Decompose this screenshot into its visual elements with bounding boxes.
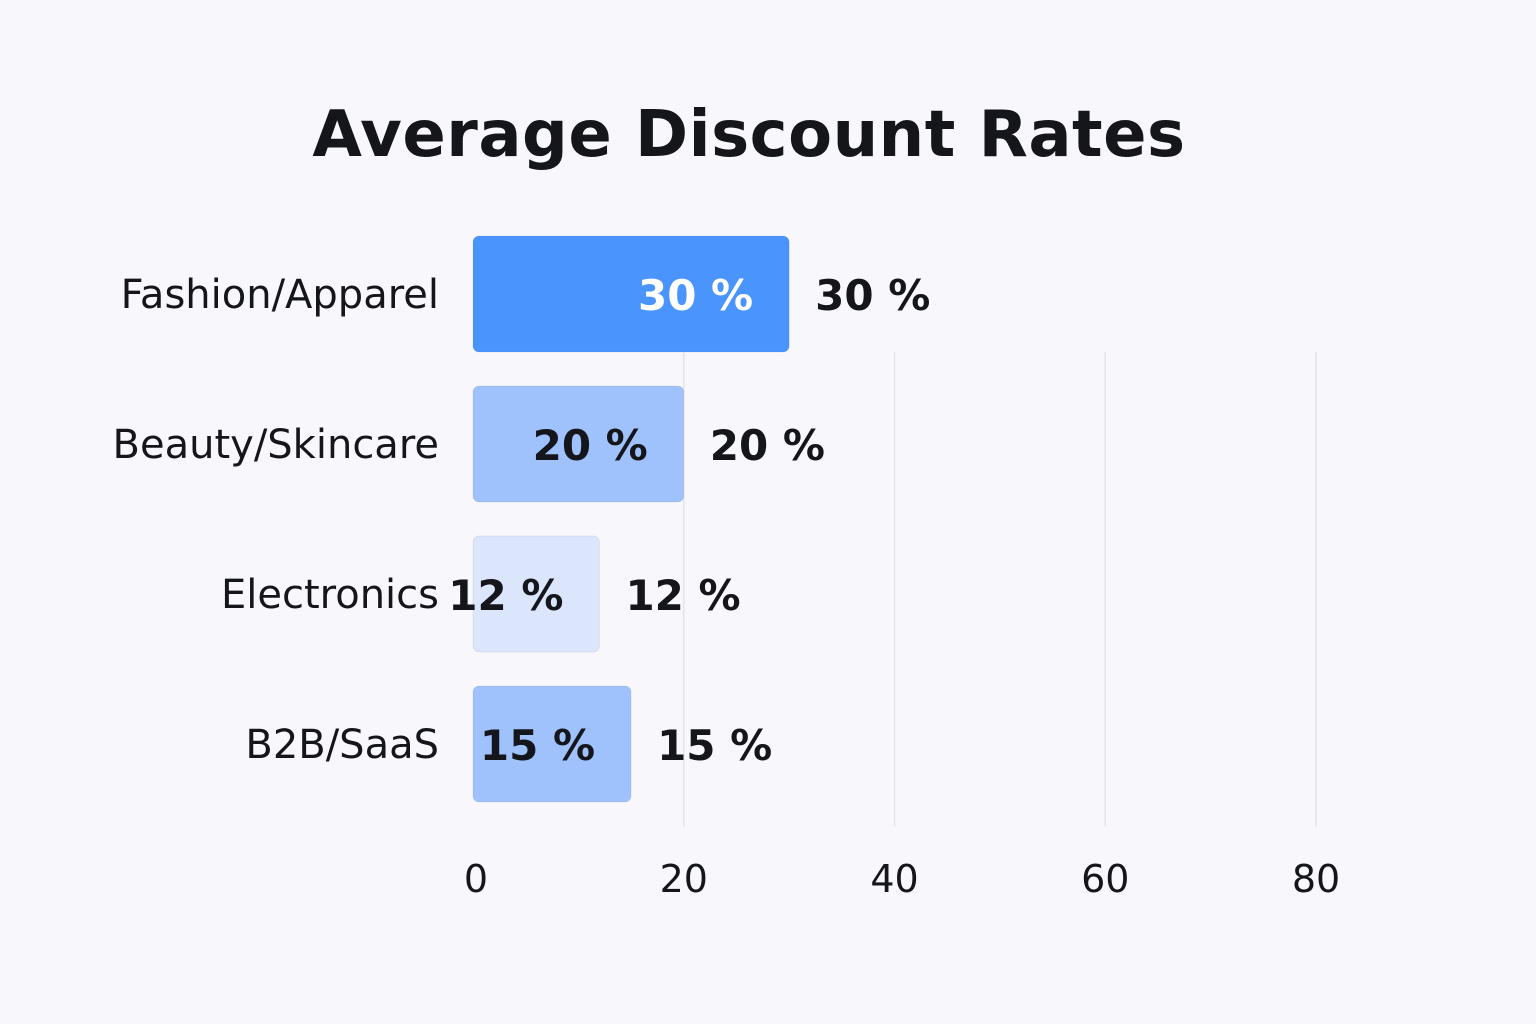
bar xyxy=(472,535,600,653)
bar-outside-value-label: 15 % xyxy=(657,721,772,770)
x-tick-label: 20 xyxy=(660,857,708,901)
category-label: Fashion/Apparel xyxy=(121,272,439,318)
x-tick-label: 80 xyxy=(1292,857,1340,901)
bar xyxy=(472,235,790,353)
bar xyxy=(472,685,632,803)
x-tick-label: 0 xyxy=(464,857,488,901)
bar-outside-value-label: 20 % xyxy=(710,421,825,470)
bar-outside-value-label: 30 % xyxy=(815,271,930,320)
bar-inside-value-label: 12 % xyxy=(448,571,563,620)
x-tick-label: 60 xyxy=(1081,857,1129,901)
category-label: B2B/SaaS xyxy=(245,722,439,768)
chart-title: Average Discount Rates xyxy=(312,98,1186,172)
bar xyxy=(472,385,685,503)
x-axis-ticks: 0 20 40 60 80 xyxy=(464,857,1340,901)
bar-inside-value-label: 15 % xyxy=(480,721,595,770)
category-label: Beauty/Skincare xyxy=(113,422,439,468)
bar-outside-value-label: 12 % xyxy=(625,571,740,620)
category-label: Electronics xyxy=(221,572,439,618)
x-tick-label: 40 xyxy=(870,857,918,901)
bar-inside-value-label: 30 % xyxy=(638,271,753,320)
bar-inside-value-label: 20 % xyxy=(533,421,648,470)
